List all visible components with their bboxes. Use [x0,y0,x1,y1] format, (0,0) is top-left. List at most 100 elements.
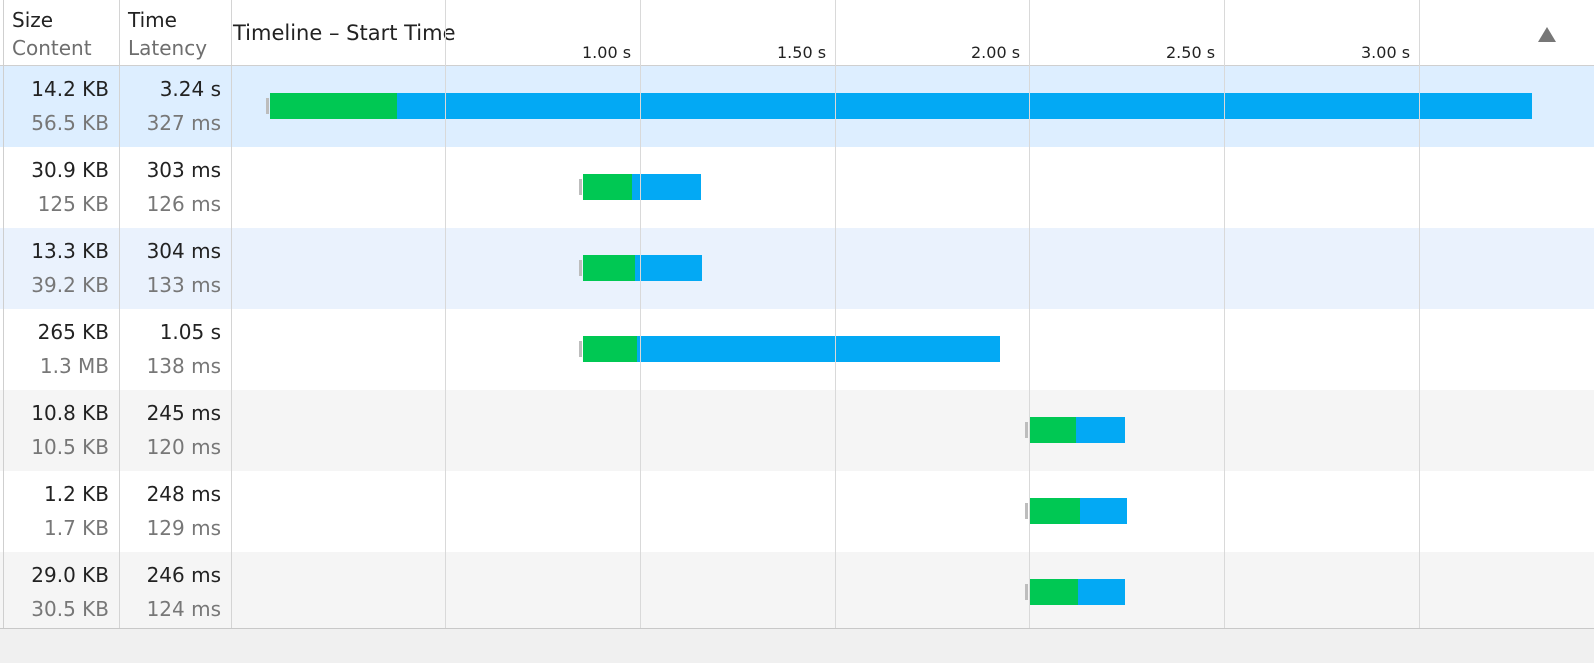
timeline-bar[interactable] [583,174,701,200]
content-size: 10.5 KB [31,435,109,459]
transfer-size: 30.9 KB [31,158,109,182]
size-cell: 13.3 KB 39.2 KB [4,228,120,310]
receiving-segment [1080,498,1127,524]
waiting-segment [270,93,397,119]
latency-header-subtitle: Latency [128,36,207,60]
timeline-gridline [1419,0,1420,628]
receiving-segment [1076,417,1125,443]
transfer-size: 29.0 KB [31,563,109,587]
content-size: 39.2 KB [31,273,109,297]
table-row[interactable]: 1.2 KB 1.7 KB 248 ms 129 ms [0,471,1594,553]
size-header-title: Size [12,8,53,32]
total-time: 303 ms [147,158,221,182]
table-row[interactable]: 14.2 KB 56.5 KB 3.24 s 327 ms [0,66,1594,148]
queue-stub [1025,422,1028,438]
size-cell: 30.9 KB 125 KB [4,147,120,229]
total-time: 3.24 s [160,77,221,101]
timeline-bar[interactable] [583,336,1000,362]
left-border [3,0,4,628]
size-cell: 265 KB 1.3 MB [4,309,120,391]
time-cell: 246 ms 124 ms [120,552,232,628]
timeline-gridline [640,0,641,628]
timeline-tick-label: 2.50 s [1166,43,1215,62]
content-size: 30.5 KB [31,597,109,621]
timeline-gridline [835,0,836,628]
timeline-gridline [445,0,446,628]
time-cell: 303 ms 126 ms [120,147,232,229]
timeline-gridline [1029,0,1030,628]
timeline-bar[interactable] [583,255,701,281]
queue-stub [1025,584,1028,600]
table-row[interactable]: 29.0 KB 30.5 KB 246 ms 124 ms [0,552,1594,628]
timeline-gridline [1224,0,1225,628]
timeline-bar[interactable] [1029,579,1124,605]
receiving-segment [632,174,701,200]
timeline-bar[interactable] [270,93,1532,119]
time-cell: 248 ms 129 ms [120,471,232,553]
content-size: 1.3 MB [40,354,109,378]
latency-time: 327 ms [147,111,221,135]
size-cell: 1.2 KB 1.7 KB [4,471,120,553]
time-cell: 1.05 s 138 ms [120,309,232,391]
receiving-segment [1078,579,1125,605]
table-row[interactable]: 13.3 KB 39.2 KB 304 ms 133 ms [0,228,1594,310]
timeline-column-header[interactable]: Timeline – Start Time [233,21,456,45]
time-header-title: Time [128,8,177,32]
receiving-segment [637,336,1000,362]
queue-stub [579,179,582,195]
timeline-bar[interactable] [1029,498,1126,524]
status-footer [0,628,1594,663]
waiting-segment [583,255,635,281]
transfer-size: 1.2 KB [44,482,109,506]
latency-time: 120 ms [147,435,221,459]
waiting-segment [1029,417,1076,443]
content-size: 56.5 KB [31,111,109,135]
receiving-segment [397,93,1532,119]
time-cell: 3.24 s 327 ms [120,66,232,148]
content-size: 1.7 KB [44,516,109,540]
latency-time: 133 ms [147,273,221,297]
size-column-header[interactable]: Size Content [4,0,120,65]
latency-time: 124 ms [147,597,221,621]
latency-time: 129 ms [147,516,221,540]
size-cell: 29.0 KB 30.5 KB [4,552,120,628]
latency-time: 138 ms [147,354,221,378]
timeline-tick-label: 2.00 s [971,43,1020,62]
size-cell: 14.2 KB 56.5 KB [4,66,120,148]
transfer-size: 13.3 KB [31,239,109,263]
queue-stub [1025,503,1028,519]
transfer-size: 265 KB [38,320,109,344]
waiting-segment [1029,498,1079,524]
table-row[interactable]: 30.9 KB 125 KB 303 ms 126 ms [0,147,1594,229]
table-header: Size Content Time Latency Timeline – Sta… [0,0,1594,66]
content-header-subtitle: Content [12,36,92,60]
waiting-segment [1029,579,1077,605]
waiting-segment [583,174,632,200]
queue-stub [266,98,269,114]
waiting-segment [583,336,637,362]
total-time: 245 ms [147,401,221,425]
timeline-bar[interactable] [1029,417,1124,443]
transfer-size: 10.8 KB [31,401,109,425]
transfer-size: 14.2 KB [31,77,109,101]
latency-time: 126 ms [147,192,221,216]
timeline-tick-label: 3.00 s [1361,43,1410,62]
timeline-tick-label: 1.00 s [582,43,631,62]
table-row[interactable]: 10.8 KB 10.5 KB 245 ms 120 ms [0,390,1594,472]
receiving-segment [635,255,702,281]
queue-stub [579,260,582,276]
time-cell: 304 ms 133 ms [120,228,232,310]
request-rows: 14.2 KB 56.5 KB 3.24 s 327 ms 30.9 KB 125 KB 3… [0,66,1594,628]
total-time: 304 ms [147,239,221,263]
time-cell: 245 ms 120 ms [120,390,232,472]
time-column-header[interactable]: Time Latency [120,0,232,65]
table-row[interactable]: 265 KB 1.3 MB 1.05 s 138 ms [0,309,1594,391]
queue-stub [579,341,582,357]
total-time: 246 ms [147,563,221,587]
content-size: 125 KB [38,192,109,216]
sort-ascending-triangle-icon[interactable] [1538,27,1556,42]
total-time: 248 ms [147,482,221,506]
size-cell: 10.8 KB 10.5 KB [4,390,120,472]
timeline-tick-label: 1.50 s [777,43,826,62]
